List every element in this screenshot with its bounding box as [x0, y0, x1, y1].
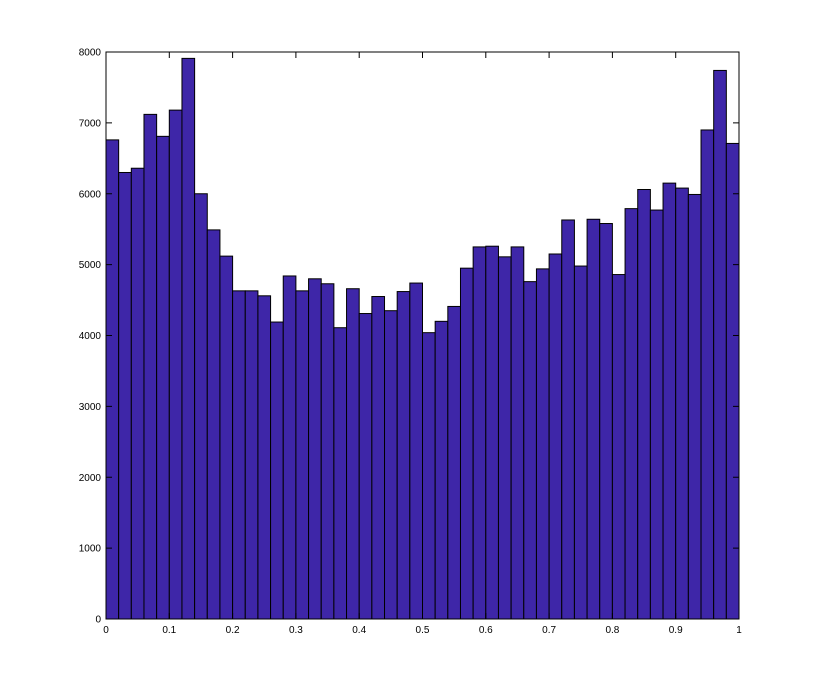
histogram-bar — [181, 57, 196, 620]
x-tick-label: 0.7 — [542, 625, 556, 636]
y-tick-label: 0 — [95, 615, 101, 626]
histogram-bar — [168, 109, 183, 620]
x-tick-label: 1 — [736, 625, 742, 636]
histogram-bar — [422, 332, 436, 620]
y-tick-label: 7000 — [79, 118, 102, 129]
x-tick-label: 0.5 — [416, 625, 430, 636]
histogram-bar — [485, 245, 499, 620]
histogram-bar — [143, 113, 158, 620]
histogram-bar — [257, 295, 272, 620]
histogram-bar — [687, 193, 702, 620]
histogram-bar — [459, 267, 474, 620]
x-tick-label: 0.4 — [352, 625, 366, 636]
histogram-bar — [308, 278, 322, 620]
histogram-bar — [586, 218, 601, 620]
histogram-bar — [270, 321, 284, 620]
histogram-bar — [118, 171, 132, 620]
y-tick-label: 4000 — [79, 331, 102, 342]
histogram-bar — [624, 208, 639, 620]
x-tick-label: 0.6 — [479, 625, 493, 636]
histogram-bar — [548, 253, 563, 620]
histogram-bar — [535, 268, 550, 620]
y-tick-label: 3000 — [79, 402, 102, 413]
histogram-bar — [244, 290, 259, 620]
histogram-bar — [295, 290, 310, 620]
histogram-bar — [232, 290, 246, 620]
histogram-bar — [396, 291, 411, 620]
x-tick-label: 0 — [103, 625, 109, 636]
histogram-bar — [320, 283, 335, 620]
histogram-bar — [510, 246, 525, 620]
histogram-bar — [194, 193, 208, 620]
histogram-bar — [713, 69, 727, 620]
x-tick-label: 0.3 — [289, 625, 303, 636]
histogram-bar — [384, 310, 398, 620]
histogram-bar — [662, 182, 677, 620]
histogram-bar — [105, 139, 120, 620]
histogram-bar — [130, 167, 145, 620]
y-tick-label: 8000 — [79, 48, 102, 59]
histogram-bar — [637, 188, 651, 620]
histogram-bar — [649, 209, 664, 620]
y-tick-label: 5000 — [79, 260, 102, 271]
histogram-bar — [282, 275, 297, 620]
histogram-bar — [700, 129, 715, 620]
histogram-bar — [219, 255, 234, 620]
histogram-bar — [333, 327, 348, 620]
x-tick-label: 0.2 — [226, 625, 240, 636]
histogram-bar — [409, 282, 423, 620]
plot-area-frame — [105, 51, 740, 620]
histogram-bar — [599, 223, 613, 620]
histogram-bar — [611, 274, 626, 620]
histogram-bar — [497, 256, 512, 620]
x-tick-label: 0.8 — [605, 625, 619, 636]
histogram-bar — [358, 313, 373, 620]
x-tick-label: 0.9 — [669, 625, 683, 636]
histogram-bar — [156, 135, 170, 620]
histogram-bar — [675, 187, 689, 620]
histogram-bar — [523, 281, 537, 620]
histogram-bar — [206, 229, 221, 620]
histogram-bar — [371, 296, 386, 620]
y-tick-label: 6000 — [79, 189, 102, 200]
histogram-bar — [472, 246, 487, 620]
y-tick-label: 2000 — [79, 473, 102, 484]
histogram-bar — [561, 219, 575, 620]
histogram-bar — [434, 320, 449, 620]
y-tick-label: 1000 — [79, 544, 102, 555]
histogram-bar — [573, 265, 588, 620]
histogram-bar — [447, 305, 461, 620]
x-tick-label: 0.1 — [162, 625, 176, 636]
histogram-bar — [346, 288, 360, 620]
